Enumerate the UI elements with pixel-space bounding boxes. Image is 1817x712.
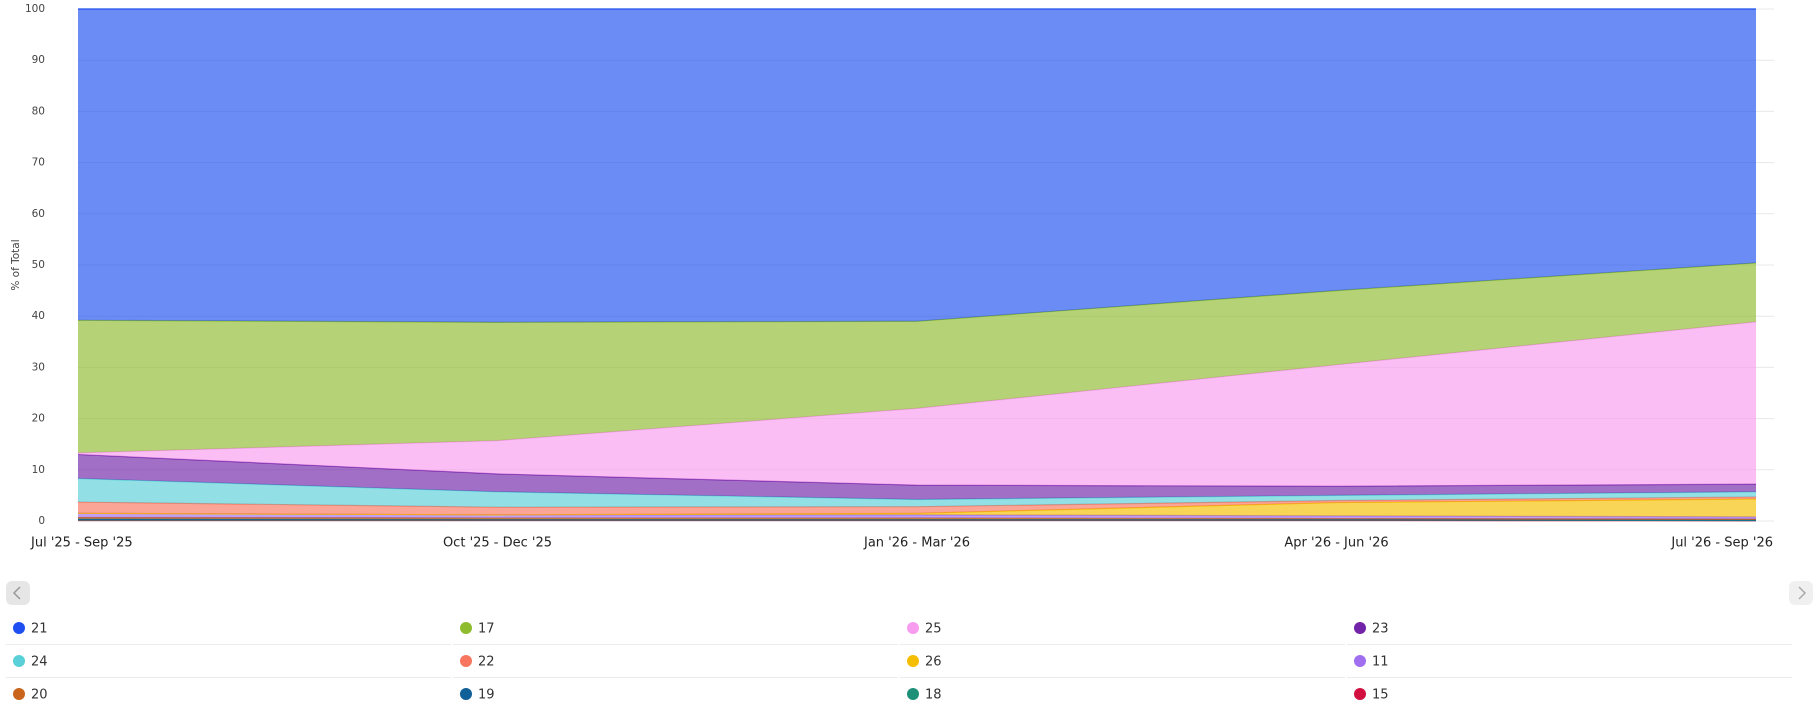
area (78, 454, 1756, 500)
y-tick-label: 10 (32, 464, 45, 476)
y-tick-label: 40 (32, 310, 45, 322)
y-tick-label: 90 (32, 54, 45, 66)
legend-label: 18 (925, 688, 942, 703)
legend-item[interactable]: 25 (907, 622, 942, 637)
legend-swatch (1354, 655, 1366, 667)
legend-swatch (460, 688, 472, 700)
legend-item[interactable]: 19 (460, 688, 495, 703)
x-tick-label: Apr '26 - Jun '26 (1284, 536, 1388, 551)
legend-item[interactable]: 18 (907, 688, 942, 703)
area (78, 496, 1756, 515)
area (78, 262, 1756, 453)
legend-item[interactable]: 11 (1354, 655, 1389, 670)
legend-label: 15 (1372, 688, 1389, 703)
legend-swatch (907, 655, 919, 667)
legend-swatch (907, 688, 919, 700)
area (78, 321, 1756, 487)
legend-item[interactable]: 23 (1354, 622, 1389, 637)
y-tick-label: 20 (32, 413, 45, 425)
legend-swatch (460, 655, 472, 667)
legend-label: 26 (925, 655, 942, 670)
area (78, 513, 1756, 519)
x-tick-label: Jan '26 - Mar '26 (863, 536, 970, 551)
y-tick-label: 80 (32, 105, 45, 117)
y-tick-label: 60 (32, 208, 45, 220)
legend-item[interactable]: 22 (460, 655, 495, 670)
next-button[interactable] (1789, 581, 1813, 605)
legend-swatch (907, 622, 919, 634)
legend-swatch (460, 622, 472, 634)
prev-button[interactable] (6, 581, 30, 605)
legend-item[interactable]: 20 (13, 688, 48, 703)
x-tick-label: Jul '26 - Sep '26 (1670, 536, 1773, 551)
legend-item[interactable]: 24 (13, 655, 48, 670)
legend-swatch (13, 622, 25, 634)
legend-item[interactable]: 26 (907, 655, 942, 670)
area (78, 498, 1756, 517)
legend-label: 25 (925, 622, 942, 637)
y-tick-label: 70 (32, 157, 45, 169)
legend-label: 22 (478, 655, 495, 670)
legend-label: 20 (31, 688, 48, 703)
legend-swatch (13, 655, 25, 667)
legend-label: 17 (478, 622, 495, 637)
y-tick-label: 50 (32, 259, 45, 271)
y-tick-label: 100 (25, 3, 45, 15)
legend-item[interactable]: 21 (13, 622, 48, 637)
legend-item[interactable]: 15 (1354, 688, 1389, 703)
legend-label: 23 (1372, 622, 1389, 637)
legend-label: 21 (31, 622, 48, 637)
area (78, 9, 1756, 323)
x-tick-label: Jul '25 - Sep '25 (30, 536, 133, 551)
legend-swatch (1354, 622, 1366, 634)
y-axis-label: % of Total (10, 239, 22, 290)
legend-label: 24 (31, 655, 48, 670)
legend-swatch (13, 688, 25, 700)
legend-swatch (1354, 688, 1366, 700)
area (78, 478, 1756, 508)
legend-label: 19 (478, 688, 495, 703)
y-tick-label: 0 (38, 515, 45, 527)
legend-item[interactable]: 17 (460, 622, 495, 637)
legend-label: 11 (1372, 655, 1389, 670)
x-tick-label: Oct '25 - Dec '25 (443, 536, 552, 551)
y-tick-label: 30 (32, 361, 45, 373)
